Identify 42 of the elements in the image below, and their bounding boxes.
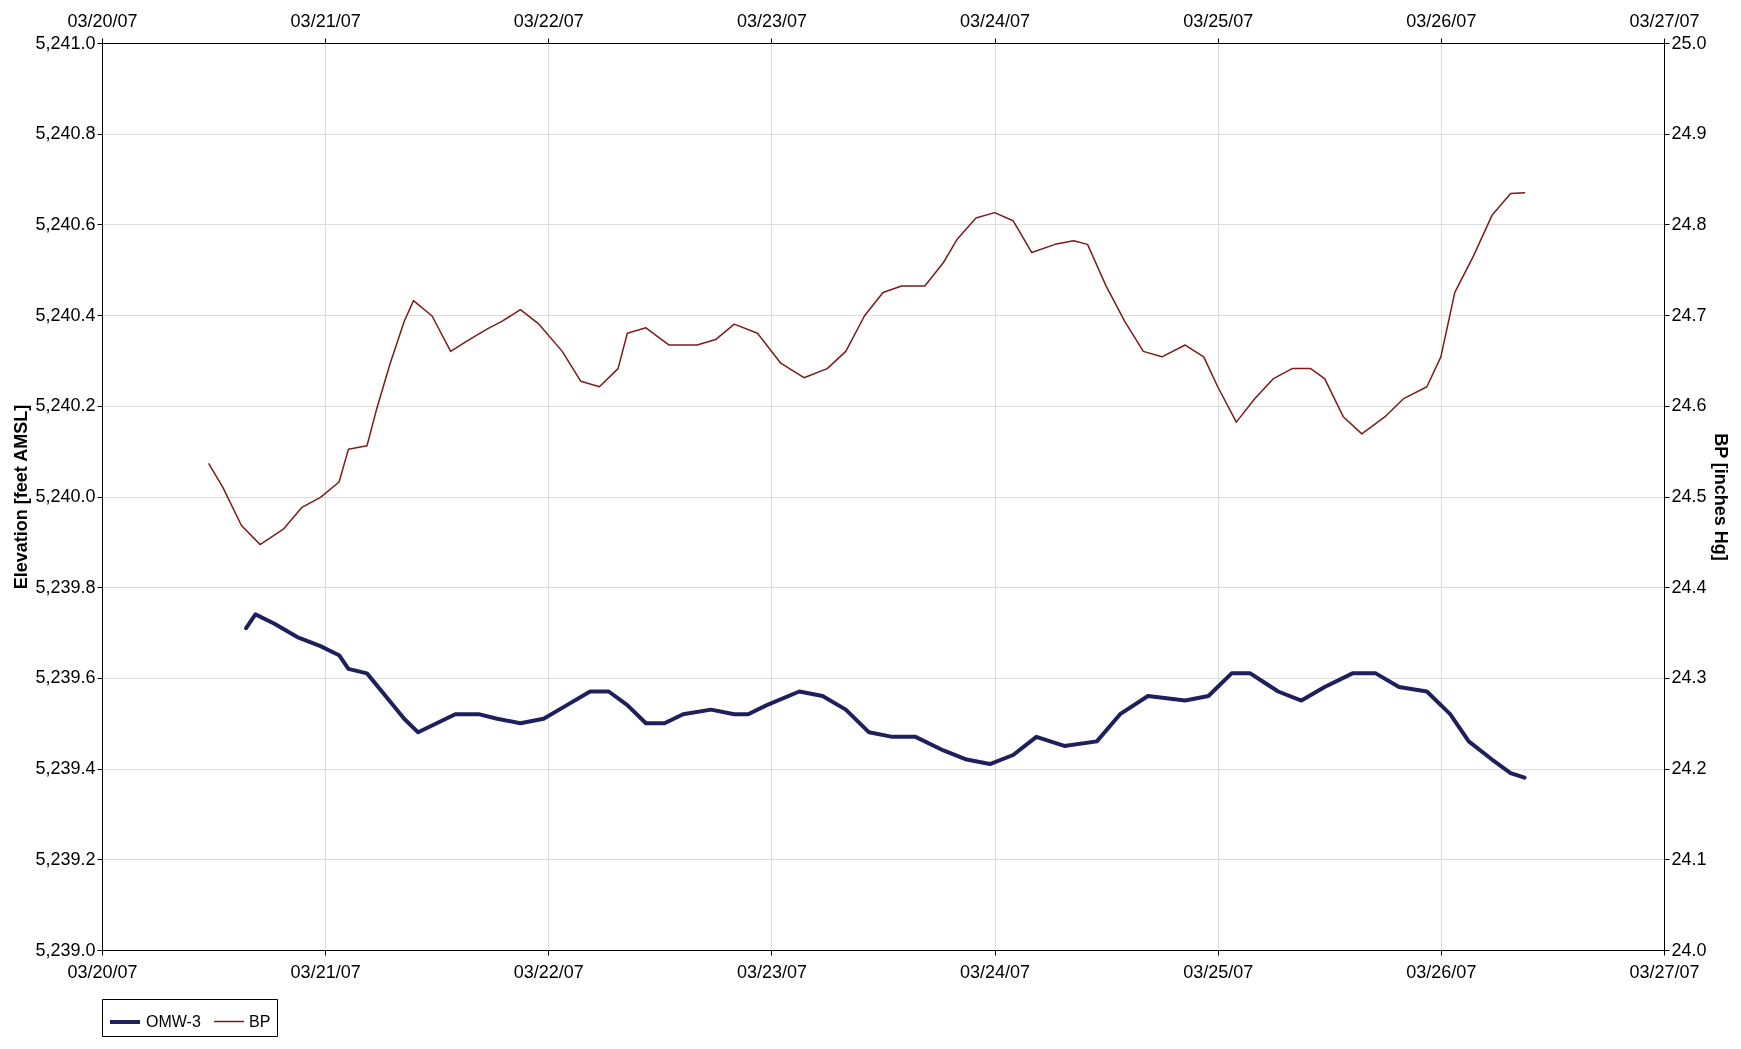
y2-tick-label: 24.0 [1671,939,1707,960]
y-tick-label: 5,239.8 [35,576,96,597]
x-tick-label: 03/20/07 [67,961,138,982]
x-tick-label: 03/24/07 [960,961,1031,982]
y2-axis-title: BP [inches Hg] [1710,433,1731,561]
y-tick-label: 5,239.2 [35,848,96,869]
x2-tick-label: 03/21/07 [290,10,361,31]
x-tick-label: 03/25/07 [1183,961,1254,982]
x2-tick-label: 03/26/07 [1406,10,1477,31]
x-tick-label: 03/27/07 [1629,961,1700,982]
y2-tick-label: 24.1 [1671,848,1707,869]
x-tick-label: 03/22/07 [513,961,584,982]
y2-tick-label: 24.9 [1671,123,1707,144]
y2-tick-label: 24.4 [1671,576,1707,597]
y2-tick-label: 24.3 [1671,667,1707,688]
legend-label: BP [249,1012,271,1030]
y2-tick-label: 24.2 [1671,758,1707,779]
y-axis-title: Elevation [feet AMSL] [11,404,32,590]
x2-tick-label: 03/23/07 [736,10,807,31]
y-tick-label: 5,240.0 [35,486,96,506]
x-tick-label: 03/21/07 [290,961,361,982]
y2-tick-label: 24.7 [1671,304,1707,325]
x2-tick-label: 03/27/07 [1629,10,1700,31]
legend-label: OMW-3 [146,1013,201,1030]
x-tick-label: 03/26/07 [1406,961,1477,982]
y-tick-label: 5,241.0 [35,32,96,53]
y-tick-label: 5,240.4 [35,304,96,325]
y2-tick-label: 25.0 [1671,32,1707,53]
y2-tick-label: 24.6 [1671,395,1707,416]
x2-tick-label: 03/22/07 [513,10,584,31]
y2-tick-label: 24.8 [1671,213,1707,234]
y-tick-label: 5,239.6 [35,667,96,688]
y-tick-label: 5,240.6 [35,213,96,234]
x2-tick-label: 03/20/07 [67,10,138,31]
x2-tick-label: 03/25/07 [1183,10,1254,31]
x-tick-label: 03/23/07 [736,961,807,982]
y-tick-label: 5,240.8 [35,123,96,144]
y-tick-label: 5,239.4 [35,758,96,779]
x2-tick-label: 03/24/07 [960,10,1031,31]
y-tick-label: 5,239.0 [35,939,96,960]
y-tick-label: 5,240.2 [35,395,96,416]
y2-tick-label: 24.5 [1671,486,1707,506]
